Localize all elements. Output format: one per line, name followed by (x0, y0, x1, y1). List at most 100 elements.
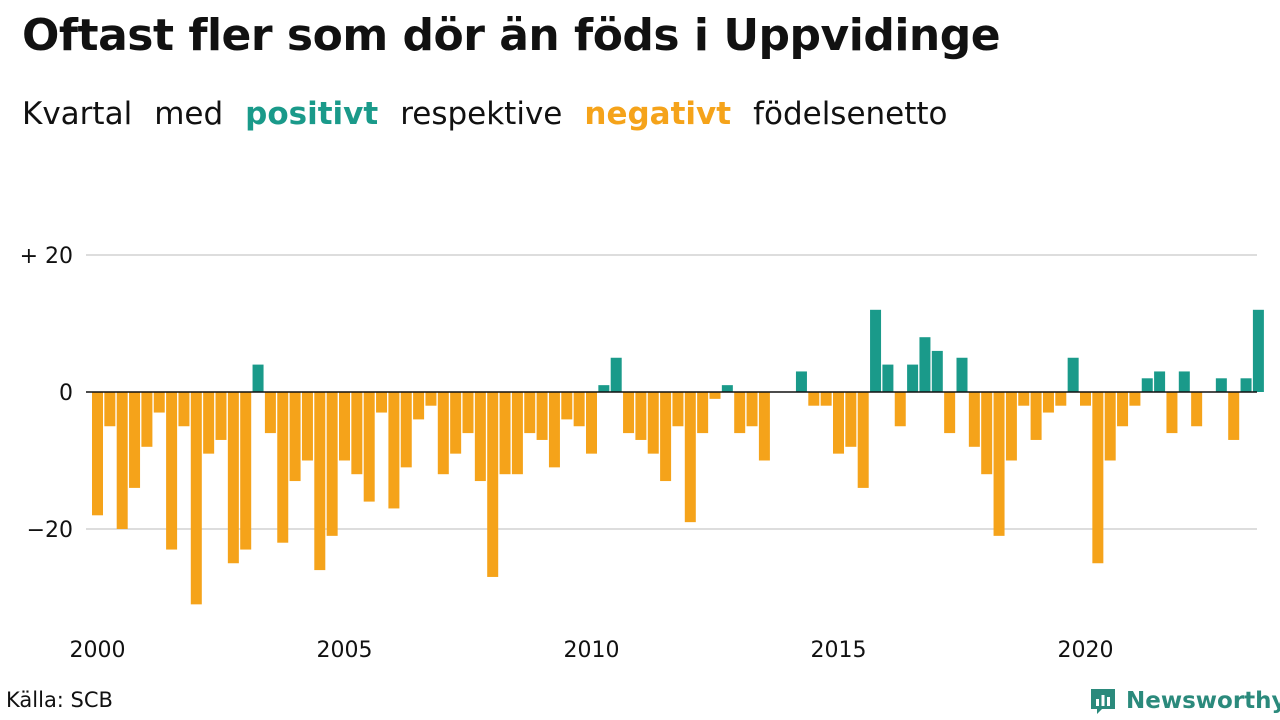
bar (314, 392, 326, 571)
bar (289, 392, 301, 482)
bar (709, 392, 721, 399)
bar (684, 392, 696, 523)
bar (450, 392, 462, 454)
subtitle-text-kvartal: Kvartal (22, 96, 133, 132)
bar (536, 392, 548, 440)
bar (635, 392, 647, 440)
bar (758, 392, 770, 461)
bar (647, 392, 659, 454)
bar (561, 392, 573, 420)
y-tick-label: + 20 (20, 244, 73, 269)
bar (1191, 392, 1203, 427)
bar (610, 357, 622, 392)
subtitle-text-fodelsenetto: födelsenetto (753, 96, 948, 132)
bar (1166, 392, 1178, 434)
bar (104, 392, 116, 427)
bar (956, 357, 968, 392)
bar (944, 392, 956, 434)
bar (1092, 392, 1104, 564)
subtitle-text-respektive: respektive (400, 96, 563, 132)
subtitle-positive-keyword: positivt (245, 96, 379, 132)
bar (425, 392, 437, 406)
bar (1240, 378, 1252, 392)
bar (907, 364, 919, 392)
bar (697, 392, 709, 434)
bar (1117, 392, 1129, 427)
bar (820, 392, 832, 406)
bar (1141, 378, 1153, 392)
bar (524, 392, 536, 434)
bar (166, 392, 178, 550)
bar (400, 392, 412, 468)
subtitle-negative-keyword: negativt (584, 96, 732, 132)
bar (993, 392, 1005, 536)
x-tick-label: 2015 (811, 638, 867, 663)
x-tick-label: 2010 (564, 638, 620, 663)
bar (573, 392, 585, 427)
bar (413, 392, 425, 420)
bar (919, 337, 931, 392)
bar (1252, 309, 1264, 392)
bar (141, 392, 153, 447)
bar (462, 392, 474, 434)
bar (178, 392, 190, 427)
bar (129, 392, 141, 488)
bar (586, 392, 597, 454)
bar (326, 392, 338, 536)
bar (215, 392, 227, 440)
bar (1055, 392, 1067, 406)
bar (870, 309, 882, 392)
bar (845, 392, 857, 447)
bar (227, 392, 239, 564)
bar (474, 392, 486, 482)
bar (795, 371, 807, 392)
bar (1080, 392, 1091, 406)
bar (1067, 357, 1079, 392)
bar (1129, 392, 1141, 406)
bar (734, 392, 746, 434)
bar (1215, 378, 1227, 392)
bar (363, 392, 375, 502)
bar (1104, 392, 1116, 461)
y-tick-label: −20 (27, 518, 73, 543)
bar (190, 392, 202, 605)
bar (598, 385, 610, 392)
bar (153, 392, 165, 413)
bar (376, 392, 388, 413)
bar (437, 392, 449, 475)
source-note: Källa: SCB (6, 688, 113, 712)
bar (981, 392, 993, 475)
bar (548, 392, 560, 468)
bar (746, 392, 758, 427)
bar (277, 392, 289, 543)
x-tick-label: 2020 (1058, 638, 1114, 663)
chart-subtitle: Kvartal med positivt respektive negativt föde… (22, 96, 970, 132)
bar (499, 392, 511, 475)
bar (1042, 392, 1054, 413)
newsworthy-logo-icon (1091, 689, 1115, 714)
bar (721, 385, 733, 392)
bar (1018, 392, 1030, 406)
bar (882, 364, 894, 392)
bar (931, 350, 943, 392)
bar (968, 392, 980, 447)
bar (623, 392, 635, 434)
bar (660, 392, 672, 482)
bar (301, 392, 313, 461)
bar (92, 392, 103, 516)
bar (1178, 371, 1190, 392)
newsworthy-logo: Newsworthy (1088, 684, 1280, 718)
bar (264, 392, 276, 434)
subtitle-text-med: med (154, 96, 224, 132)
bar (116, 392, 128, 529)
bar (351, 392, 363, 475)
bar (339, 392, 350, 461)
bar (1154, 371, 1166, 392)
x-tick-label: 2000 (70, 638, 126, 663)
bar (240, 392, 252, 550)
bar (1030, 392, 1042, 440)
bar (857, 392, 869, 488)
bar (1228, 392, 1240, 440)
bar (672, 392, 684, 427)
